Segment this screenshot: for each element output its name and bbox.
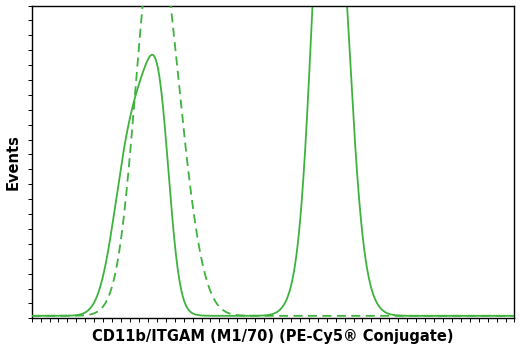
- X-axis label: CD11b/ITGAM (M1/70) (PE-Cy5® Conjugate): CD11b/ITGAM (M1/70) (PE-Cy5® Conjugate): [93, 329, 454, 344]
- Y-axis label: Events: Events: [6, 134, 21, 190]
